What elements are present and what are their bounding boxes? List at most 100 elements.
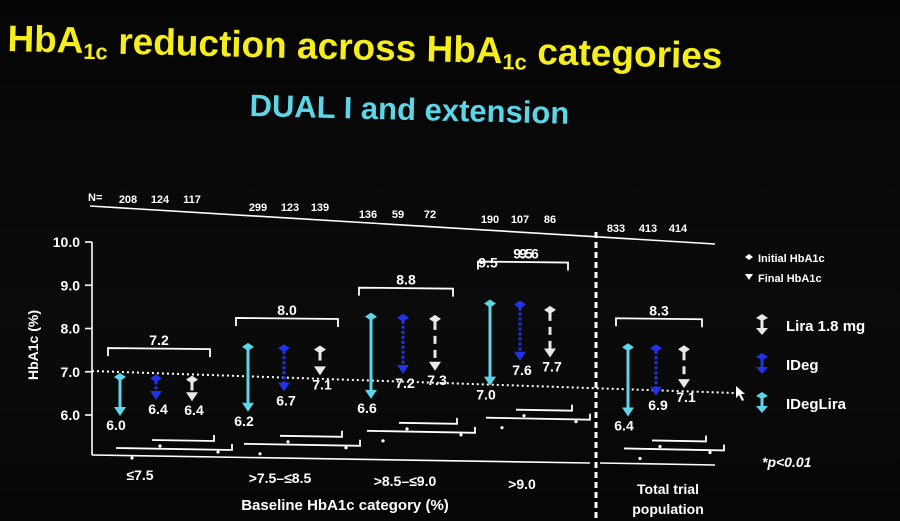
final-value-label: 7.1: [676, 389, 696, 405]
initial-value-label: 8.8: [396, 272, 416, 288]
legend-idegLira-label: IDegLira: [786, 396, 847, 413]
initial-marker: [484, 299, 496, 308]
initial-bracket: [477, 260, 569, 271]
n-separator-line: [89, 205, 716, 245]
legend-lira-label: Lira 1.8 mg: [786, 318, 865, 335]
significance-bracket: [115, 443, 233, 451]
final-value-label: 7.3: [427, 372, 447, 388]
significance-mark: [459, 433, 463, 437]
initial-marker: [365, 312, 377, 321]
cursor-icon: [736, 386, 745, 401]
significance-mark: [158, 444, 162, 448]
significance-bracket: [151, 434, 215, 442]
significance-mark: [344, 446, 348, 450]
category-label: ≤7.5: [126, 467, 153, 483]
legend-final-label: Final HbA1c: [758, 273, 822, 285]
initial-value-label: 9.5: [513, 246, 533, 262]
lira-final-arrowhead: [314, 366, 326, 376]
final-value-label: 6.4: [614, 417, 634, 433]
initial-value-label: 8.3: [649, 302, 669, 318]
initial-marker: [242, 342, 254, 351]
significance-mark: [258, 452, 262, 456]
final-value-label: 7.0: [476, 387, 496, 403]
significance-bracket: [623, 444, 725, 452]
n-value: 86: [544, 214, 556, 226]
initial-bracket: [235, 317, 339, 327]
significance-bracket: [485, 413, 591, 421]
x-axis-label: Baseline HbA1c category (%): [241, 497, 449, 514]
x-axis-line-total: [599, 462, 716, 466]
initial-value-label: 9.5: [478, 255, 498, 271]
initial-bracket: [615, 317, 703, 328]
n-value: 414: [669, 223, 688, 235]
significance-mark: [216, 450, 220, 454]
final-value-label: 6.7: [276, 392, 296, 408]
final-value-label: 7.7: [542, 359, 562, 375]
ideg-final-arrowhead: [650, 386, 662, 396]
significance-mark: [405, 427, 409, 431]
n-value: 123: [281, 202, 299, 214]
category-label: >7.5–≤8.5: [249, 470, 312, 486]
initial-value-label: 7.2: [149, 332, 169, 348]
initial-marker: [397, 313, 409, 322]
significance-mark: [500, 426, 504, 430]
significance-mark: [658, 444, 662, 449]
significance-mark: [708, 450, 712, 455]
initial-marker: [278, 344, 290, 353]
y-tick-label: 9.0: [61, 277, 81, 293]
n-value: 190: [481, 214, 499, 226]
legend-idegLira-arrowhead: [756, 406, 768, 413]
ideg-final-arrowhead: [514, 351, 526, 361]
legend-final-marker: [745, 274, 753, 280]
significance-mark: [381, 439, 385, 443]
initial-marker: [114, 373, 126, 382]
significance-mark: [286, 440, 290, 444]
ideg-final-arrowhead: [278, 382, 290, 392]
category-label: >8.5–≤9.0: [374, 473, 437, 489]
category-label: Total trial: [637, 481, 699, 497]
legend-ideg-arrowhead: [756, 367, 768, 374]
idegLira-final-arrowhead: [114, 406, 126, 416]
legend-lira-marker: [756, 314, 768, 321]
final-value-label: 6.4: [148, 401, 168, 417]
significance-mark: [638, 456, 642, 461]
category-label: >9.0: [508, 476, 536, 492]
n-value: 59: [392, 209, 404, 221]
n-value: 136: [359, 209, 377, 221]
n-value: 139: [311, 202, 329, 214]
initial-marker: [186, 375, 198, 384]
initial-bracket: [358, 286, 454, 297]
significance-bracket: [398, 417, 458, 425]
idegLira-final-arrowhead: [242, 402, 254, 412]
initial-marker: [650, 344, 662, 353]
idegLira-final-arrowhead: [622, 407, 634, 417]
initial-marker: [150, 374, 162, 383]
initial-marker: [429, 314, 441, 323]
n-value: 208: [119, 194, 137, 206]
final-value-label: 6.2: [234, 413, 254, 429]
n-value: 124: [151, 194, 170, 206]
legend-lira-arrowhead: [756, 328, 768, 335]
n-value: 107: [511, 214, 529, 226]
legend-initial-marker: [745, 254, 753, 260]
y-tick-label: 8.0: [61, 321, 81, 337]
initial-marker: [678, 345, 690, 354]
final-value-label: 6.9: [648, 397, 668, 413]
significance-bracket: [651, 435, 707, 443]
category-label: population: [632, 501, 704, 517]
idegLira-final-arrowhead: [365, 389, 377, 399]
n-value: 833: [607, 223, 625, 235]
idegLira-final-arrowhead: [484, 376, 496, 386]
y-tick-label: 10.0: [53, 234, 80, 250]
legend-ideg-label: IDeg: [786, 357, 819, 374]
initial-marker: [514, 300, 526, 309]
x-axis-line: [91, 454, 591, 464]
significance-bracket: [279, 430, 343, 438]
initial-value-label: 9.6: [519, 246, 539, 262]
lira-final-arrowhead: [186, 392, 198, 402]
y-tick-label: 7.0: [61, 364, 81, 380]
significance-mark: [574, 420, 578, 424]
lira-final-arrowhead: [544, 348, 556, 358]
